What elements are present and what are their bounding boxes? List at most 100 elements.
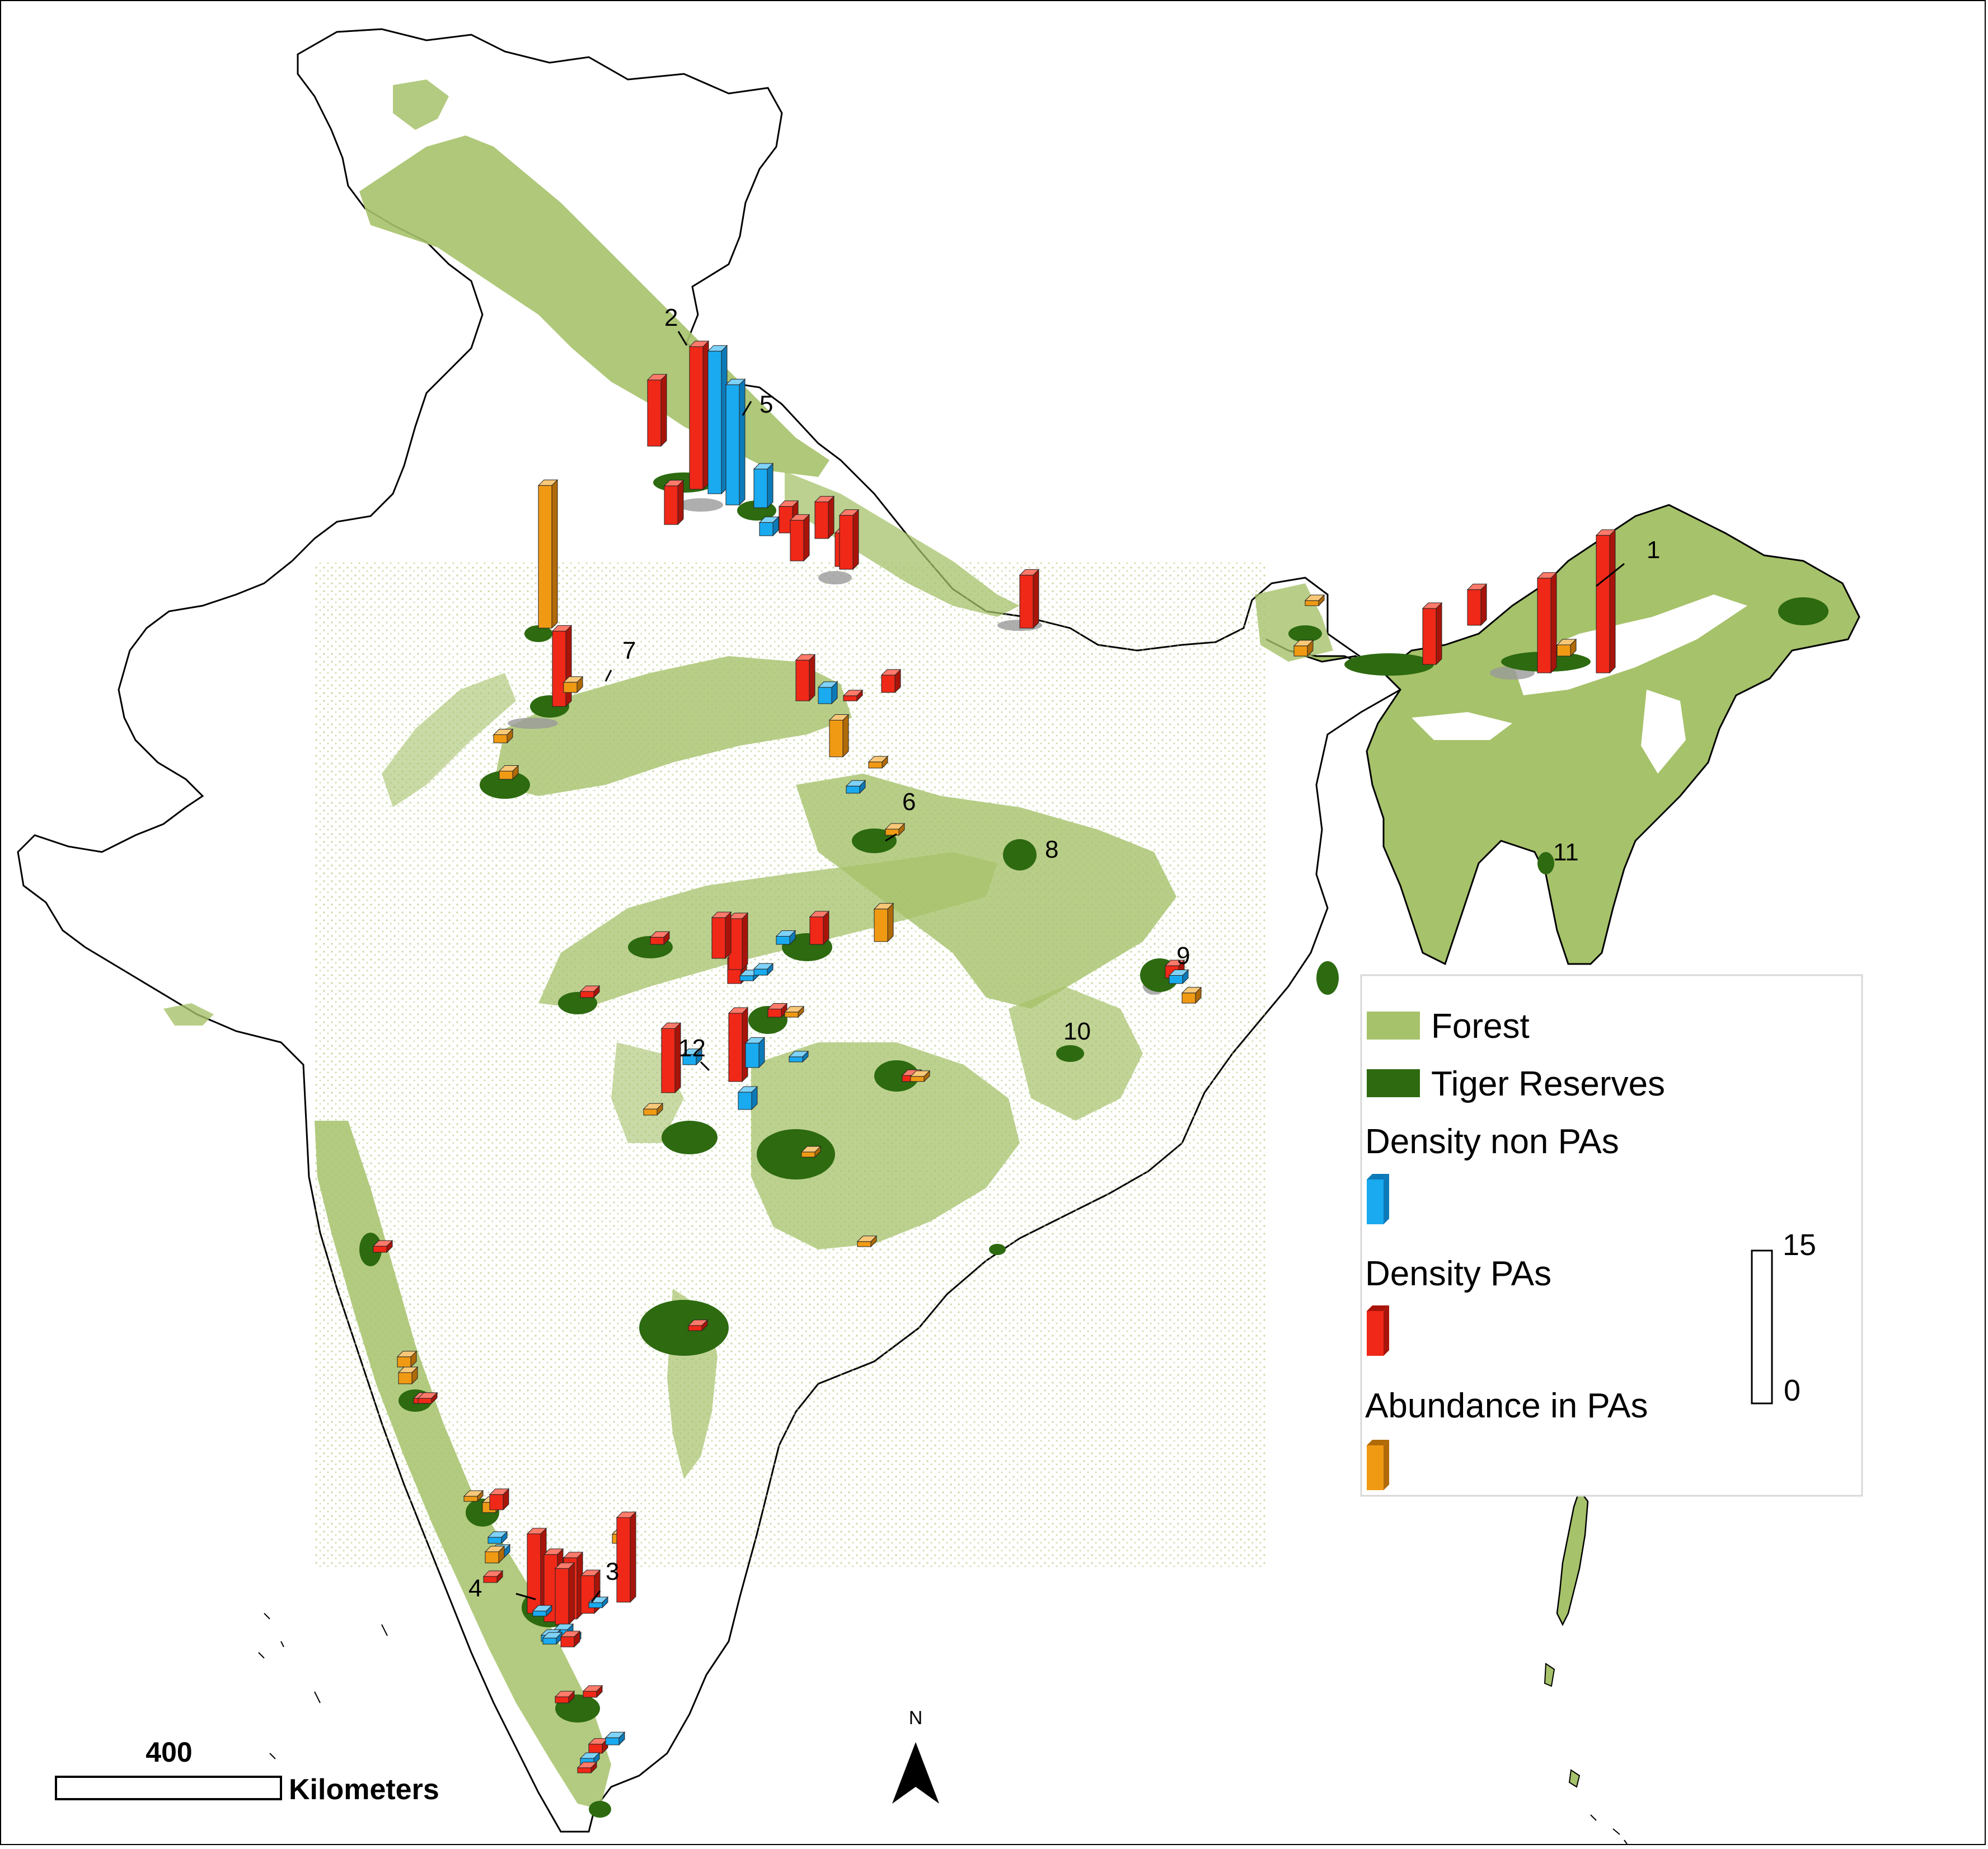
bar-pa-18	[838, 509, 860, 570]
andaman-islands	[1544, 1663, 1555, 1687]
bar-pa-22	[551, 625, 573, 708]
site-label-11: 11	[1553, 839, 1579, 866]
bar-pa-65	[417, 1392, 438, 1405]
bar-non_pa-50	[737, 1085, 758, 1111]
bar-pa-68	[489, 1488, 510, 1511]
bar-non_pa-45	[753, 962, 774, 976]
bar-abund-32	[884, 822, 906, 836]
bar-pa-3	[1019, 569, 1040, 629]
site-label-5: 5	[759, 391, 773, 418]
leader-line	[604, 670, 612, 682]
forest-speckle	[315, 561, 1266, 1569]
bar-pa-86	[554, 1690, 575, 1704]
scale-bar: 400 Kilometers	[55, 1736, 439, 1806]
site-labels	[515, 331, 1625, 1603]
bar-abund-20	[1304, 594, 1325, 607]
bar-abund-58	[856, 1235, 878, 1248]
legend-abundance-pa-label: Abundance in PAs	[1365, 1387, 1648, 1425]
legend-forest-label: Forest	[1431, 1007, 1530, 1046]
bar-abund-61	[397, 1366, 419, 1385]
north-arrow-icon	[892, 1742, 939, 1804]
forest-himalaya	[393, 79, 449, 130]
bar-pa-1	[1536, 572, 1558, 674]
site-label-7: 7	[622, 637, 636, 664]
bar-abund-21	[537, 479, 559, 629]
bar-non_pa-90	[579, 1752, 601, 1766]
ne-valley	[1641, 690, 1686, 774]
bar-non_pa-13	[753, 462, 774, 509]
bar-pa-91	[576, 1761, 598, 1774]
bar-non_pa-78	[532, 1604, 553, 1617]
bar-abund-39	[868, 755, 889, 769]
bar-pa-71	[616, 1511, 637, 1603]
leader-line	[742, 401, 752, 416]
andaman-islands	[1556, 1488, 1589, 1626]
legend-forest-swatch	[1367, 1012, 1420, 1040]
bar-abund-64	[463, 1490, 484, 1502]
leader-line	[1596, 563, 1625, 587]
ne-valley	[1412, 712, 1512, 740]
bar-abund-24	[493, 728, 514, 744]
bar-pa-31	[842, 689, 864, 702]
northeast-outline	[1265, 504, 1860, 966]
lakshadweep	[258, 1613, 388, 1759]
nicobar-islands	[1590, 1814, 1628, 1845]
bar-non_pa-84	[542, 1631, 563, 1645]
bar-abund-25	[498, 765, 519, 780]
bar-abund-56	[909, 1070, 931, 1083]
bar-non_pa-89	[604, 1731, 626, 1746]
leader-line	[677, 331, 688, 346]
bar-abund-60	[396, 1350, 418, 1368]
bar-pa-42	[728, 912, 749, 971]
bar-pa-48	[728, 1007, 749, 1083]
bar-non_pa-38	[775, 930, 796, 945]
legend-scale-max: 15	[1783, 1228, 1816, 1262]
bar-pa-82	[482, 1570, 504, 1584]
bar-pa-43	[711, 911, 732, 959]
legend-scale-bar	[1751, 1249, 1773, 1405]
bar-pa-36	[809, 910, 830, 945]
legend-tiger-swatch	[1367, 1069, 1420, 1097]
bar-pa-29	[795, 653, 816, 702]
bar-non_pa-49	[744, 1037, 766, 1069]
bar-non_pa-52	[788, 1050, 809, 1063]
scale-value: 400	[146, 1736, 192, 1768]
site-label-1: 1	[1647, 536, 1660, 564]
legend-density-pa-label: Density PAs	[1365, 1254, 1551, 1293]
bar-pa-72	[526, 1527, 547, 1614]
bar-non_pa-10	[758, 516, 780, 537]
scale-bar-rect	[55, 1776, 282, 1800]
bar-non_pa-11	[707, 344, 728, 495]
legend-scale-min: 0	[1784, 1374, 1801, 1407]
leader-line	[700, 1061, 710, 1071]
site-label-6: 6	[902, 788, 916, 816]
bar-abund-28	[1181, 986, 1202, 1004]
bar-pa-16	[814, 495, 835, 540]
bar-non_pa-30	[817, 681, 838, 705]
site-label-10: 10	[1063, 1018, 1091, 1045]
site-label-9: 9	[1176, 942, 1190, 970]
site-label-8: 8	[1045, 836, 1058, 863]
legend: Forest Tiger Reserves Density non PAs De…	[1360, 974, 1863, 1497]
scale-unit: Kilometers	[289, 1773, 439, 1806]
bar-pa-7	[646, 373, 668, 447]
bar-pa-35	[649, 931, 671, 945]
bar-pa-15	[789, 513, 810, 562]
bar-abund-54	[784, 1005, 805, 1018]
bar-non_pa-12	[725, 378, 746, 506]
bar-pa-75	[554, 1562, 575, 1626]
legend-box	[1360, 974, 1863, 1497]
andaman-islands	[1568, 1769, 1581, 1788]
legend-abundance-pa-swatch	[1367, 1440, 1389, 1490]
legend-density-non-pa-swatch	[1367, 1174, 1389, 1224]
bar-pa-19	[880, 668, 902, 694]
bar-abund-5	[1293, 639, 1314, 657]
site-label-12: 12	[678, 1034, 706, 1062]
bar-abund-37	[873, 902, 894, 943]
bar-pa-6	[1466, 583, 1488, 626]
bar-non_pa-34	[845, 780, 866, 794]
bar-pa-62	[372, 1239, 393, 1253]
bar-abund-57	[800, 1145, 822, 1158]
